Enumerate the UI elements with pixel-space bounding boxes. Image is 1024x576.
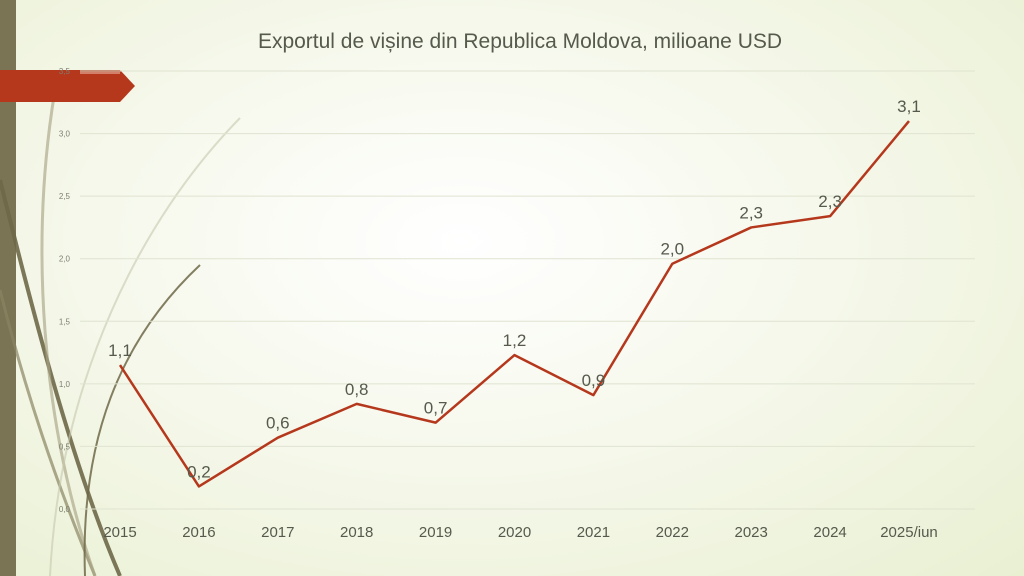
data-label: 0,6 xyxy=(266,414,290,433)
y-tick-label: 0,5 xyxy=(59,442,71,451)
data-label: 0,9 xyxy=(582,371,606,390)
x-tick-label: 2022 xyxy=(656,524,689,541)
x-tick-label: 2020 xyxy=(498,524,531,541)
x-tick-label: 2021 xyxy=(577,524,610,541)
data-label: 0,8 xyxy=(345,380,369,399)
series-line-path xyxy=(118,120,910,488)
x-tick-label: 2017 xyxy=(261,524,294,541)
x-tick-label: 2016 xyxy=(182,524,215,541)
y-tick-label: 2,5 xyxy=(59,192,71,201)
chart-title: Exportul de vișine din Republica Moldova… xyxy=(257,30,783,53)
x-axis-ticks: 2015 2016 2017 2018 2019 2020 2021 2022 2023 2024… xyxy=(103,524,937,541)
y-tick-label: 1,0 xyxy=(59,380,71,389)
data-label: 1,1 xyxy=(108,341,132,360)
y-axis-ticks: 0,0 0,5 1,0 1,5 2,0 2,5 3,0 3,5 xyxy=(59,67,71,514)
x-tick-label: 2019 xyxy=(419,524,452,541)
data-label: 3,1 xyxy=(897,97,921,116)
data-label: 0,2 xyxy=(187,462,211,481)
x-tick-label: 2025/iun xyxy=(880,524,938,541)
data-label: 2,0 xyxy=(660,240,684,259)
x-tick-label: 2018 xyxy=(340,524,373,541)
data-label: 0,7 xyxy=(424,399,448,418)
red-ribbon-shape xyxy=(0,70,135,102)
y-tick-label: 3,0 xyxy=(59,130,71,139)
y-tick-label: 2,0 xyxy=(59,255,71,264)
series-line xyxy=(118,120,910,488)
x-tick-label: 2015 xyxy=(103,524,136,541)
y-tick-label: 1,5 xyxy=(59,317,71,326)
gridlines xyxy=(80,70,975,510)
y-tick-label: 3,5 xyxy=(59,67,71,76)
x-tick-label: 2024 xyxy=(813,524,846,541)
data-label: 2,3 xyxy=(739,203,763,222)
data-label: 1,2 xyxy=(503,331,527,350)
left-accent-bar xyxy=(0,0,16,576)
data-labels: 1,1 0,2 0,6 0,8 0,7 1,2 0,9 2,0 2,3 2,3 3,1 xyxy=(108,97,921,481)
data-label: 2,3 xyxy=(818,192,842,211)
x-tick-label: 2023 xyxy=(735,524,768,541)
y-tick-label: 0,0 xyxy=(59,505,71,514)
